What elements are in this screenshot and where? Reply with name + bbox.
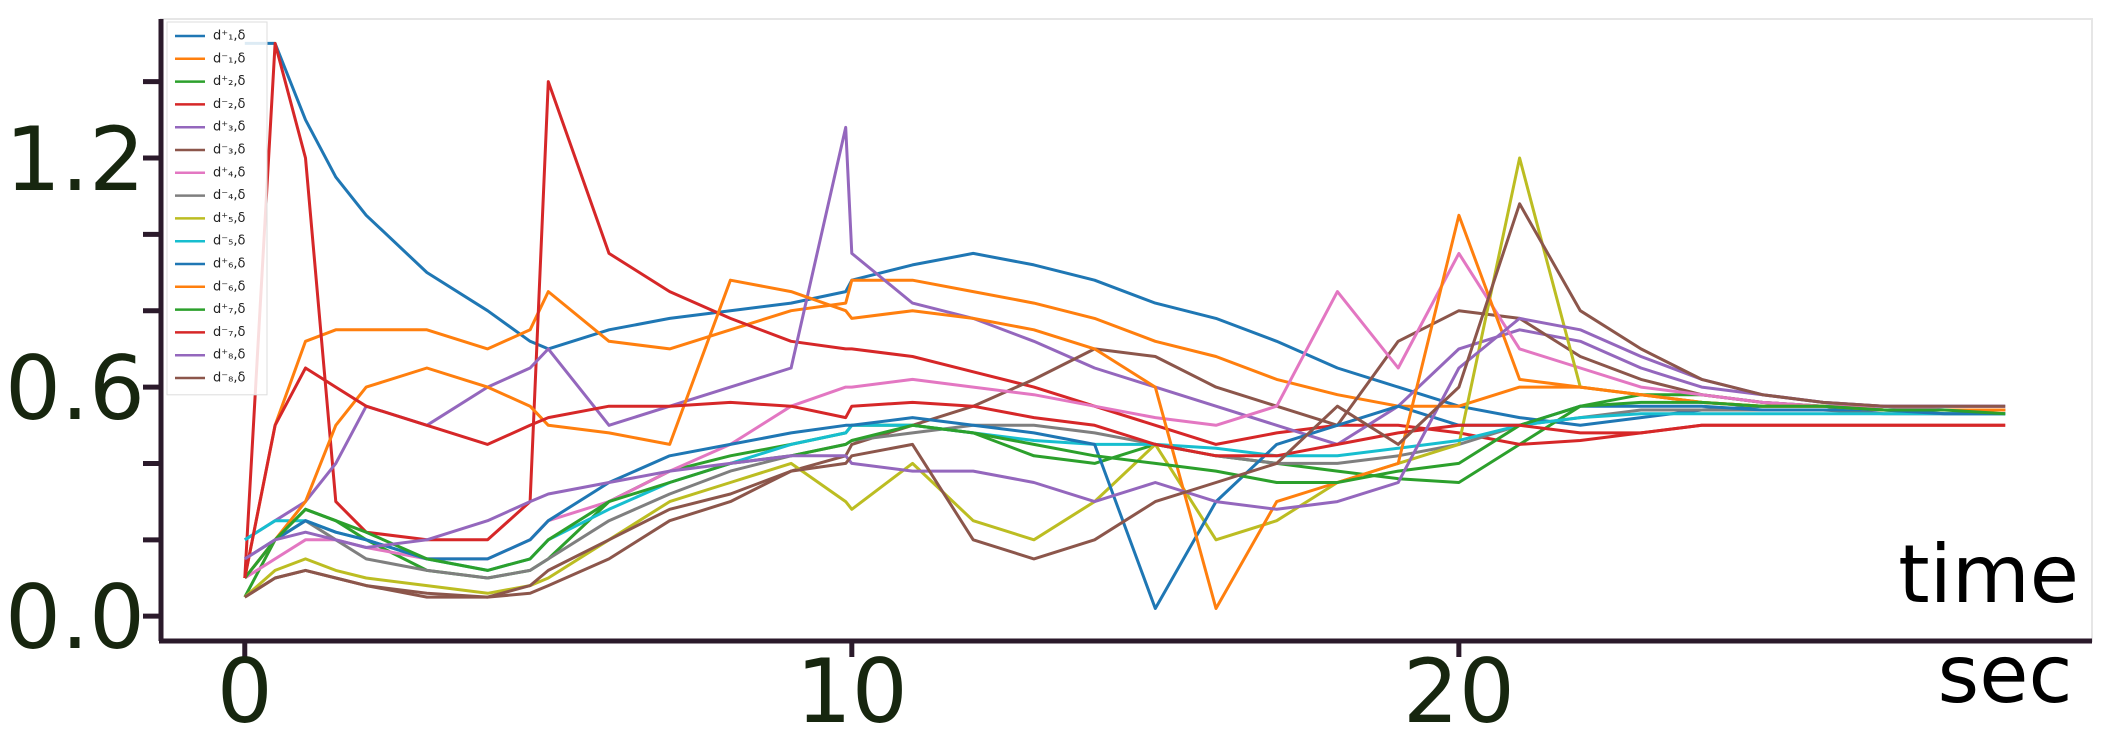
legend-label: d⁺₃,δ (213, 120, 245, 135)
legend-label: d⁺₇,δ (213, 302, 245, 317)
legend-label: d⁺₁,δ (213, 29, 245, 44)
series-line (244, 309, 2006, 599)
x-tick-label: 20 (1403, 640, 1515, 733)
legend-label: d⁻₈,δ (213, 371, 245, 386)
x-tick-label: 0 (217, 640, 273, 733)
y-tick-label: 0.6 (5, 337, 145, 440)
series-line (244, 404, 2006, 610)
legend-label: d⁺₆,δ (213, 257, 245, 272)
series-line (243, 408, 2006, 580)
legend-label: d⁻₇,δ (213, 325, 245, 340)
series-line (243, 213, 2006, 610)
series-line (244, 125, 2006, 542)
legend-label: d⁻₅,δ (213, 234, 245, 249)
legend-label: d⁻₃,δ (213, 143, 245, 158)
y-tick-label: 1.2 (5, 108, 145, 211)
legend-label: d⁻₂,δ (213, 97, 245, 112)
legend-label: d⁺₅,δ (213, 211, 245, 226)
series-line (244, 202, 2006, 599)
x-tick-label: 10 (796, 640, 908, 733)
y-tick-label: 0.0 (5, 566, 145, 669)
legend-label: d⁺₄,δ (213, 165, 245, 180)
series-line (243, 366, 2006, 579)
legend-label: d⁺₈,δ (213, 348, 245, 363)
legend-label: d⁻₆,δ (213, 279, 245, 294)
series-line (244, 316, 2006, 561)
legend-label: d⁻₄,δ (213, 188, 245, 203)
x-label: time (1898, 528, 2079, 621)
x-unit: sec (1938, 628, 2073, 721)
legend-label: d⁻₁,δ (213, 51, 245, 66)
legend-label: d⁺₂,δ (213, 74, 245, 89)
series-line (243, 400, 2006, 579)
